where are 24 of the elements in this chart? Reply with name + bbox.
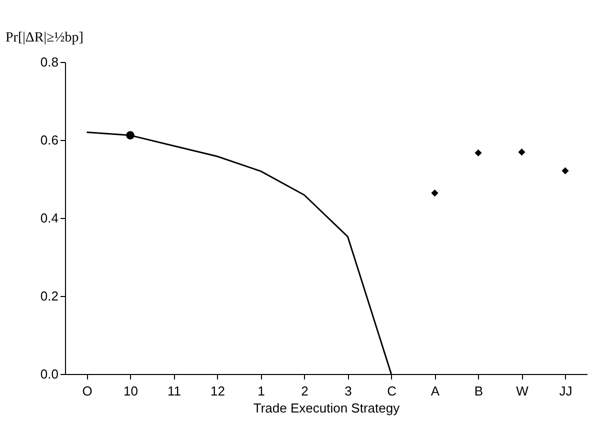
x-tick-label: B (474, 384, 484, 398)
x-tick-label: 1 (258, 384, 265, 398)
y-tick-label: 0.0 (40, 366, 58, 382)
x-tick-label: 11 (168, 384, 181, 398)
x-axis-title: Trade Execution Strategy (253, 400, 400, 416)
y-tick-label: 0.4 (40, 210, 58, 226)
x-tick-label: JJ (559, 384, 572, 398)
y-tick-label: 0.8 (40, 54, 58, 70)
x-tick-label: 12 (210, 384, 225, 398)
x-tick-label: 10 (124, 384, 138, 398)
x-tick-label: W (516, 384, 530, 398)
x-tick-label: 2 (301, 384, 308, 398)
y-tick-label: 0.2 (40, 288, 58, 304)
point (518, 148, 526, 156)
x-tick-label: O (82, 384, 92, 398)
point (126, 131, 134, 140)
y-tick-label: 0.6 (40, 132, 58, 148)
y-axis-title: Pr[|ΔR|≥½bp] (6, 30, 84, 46)
point (562, 167, 569, 174)
x-tick-label: A (430, 384, 440, 398)
point (431, 190, 438, 197)
x-tick-label: 3 (344, 384, 352, 398)
x-tick-label: C (387, 384, 396, 398)
point (474, 149, 482, 156)
